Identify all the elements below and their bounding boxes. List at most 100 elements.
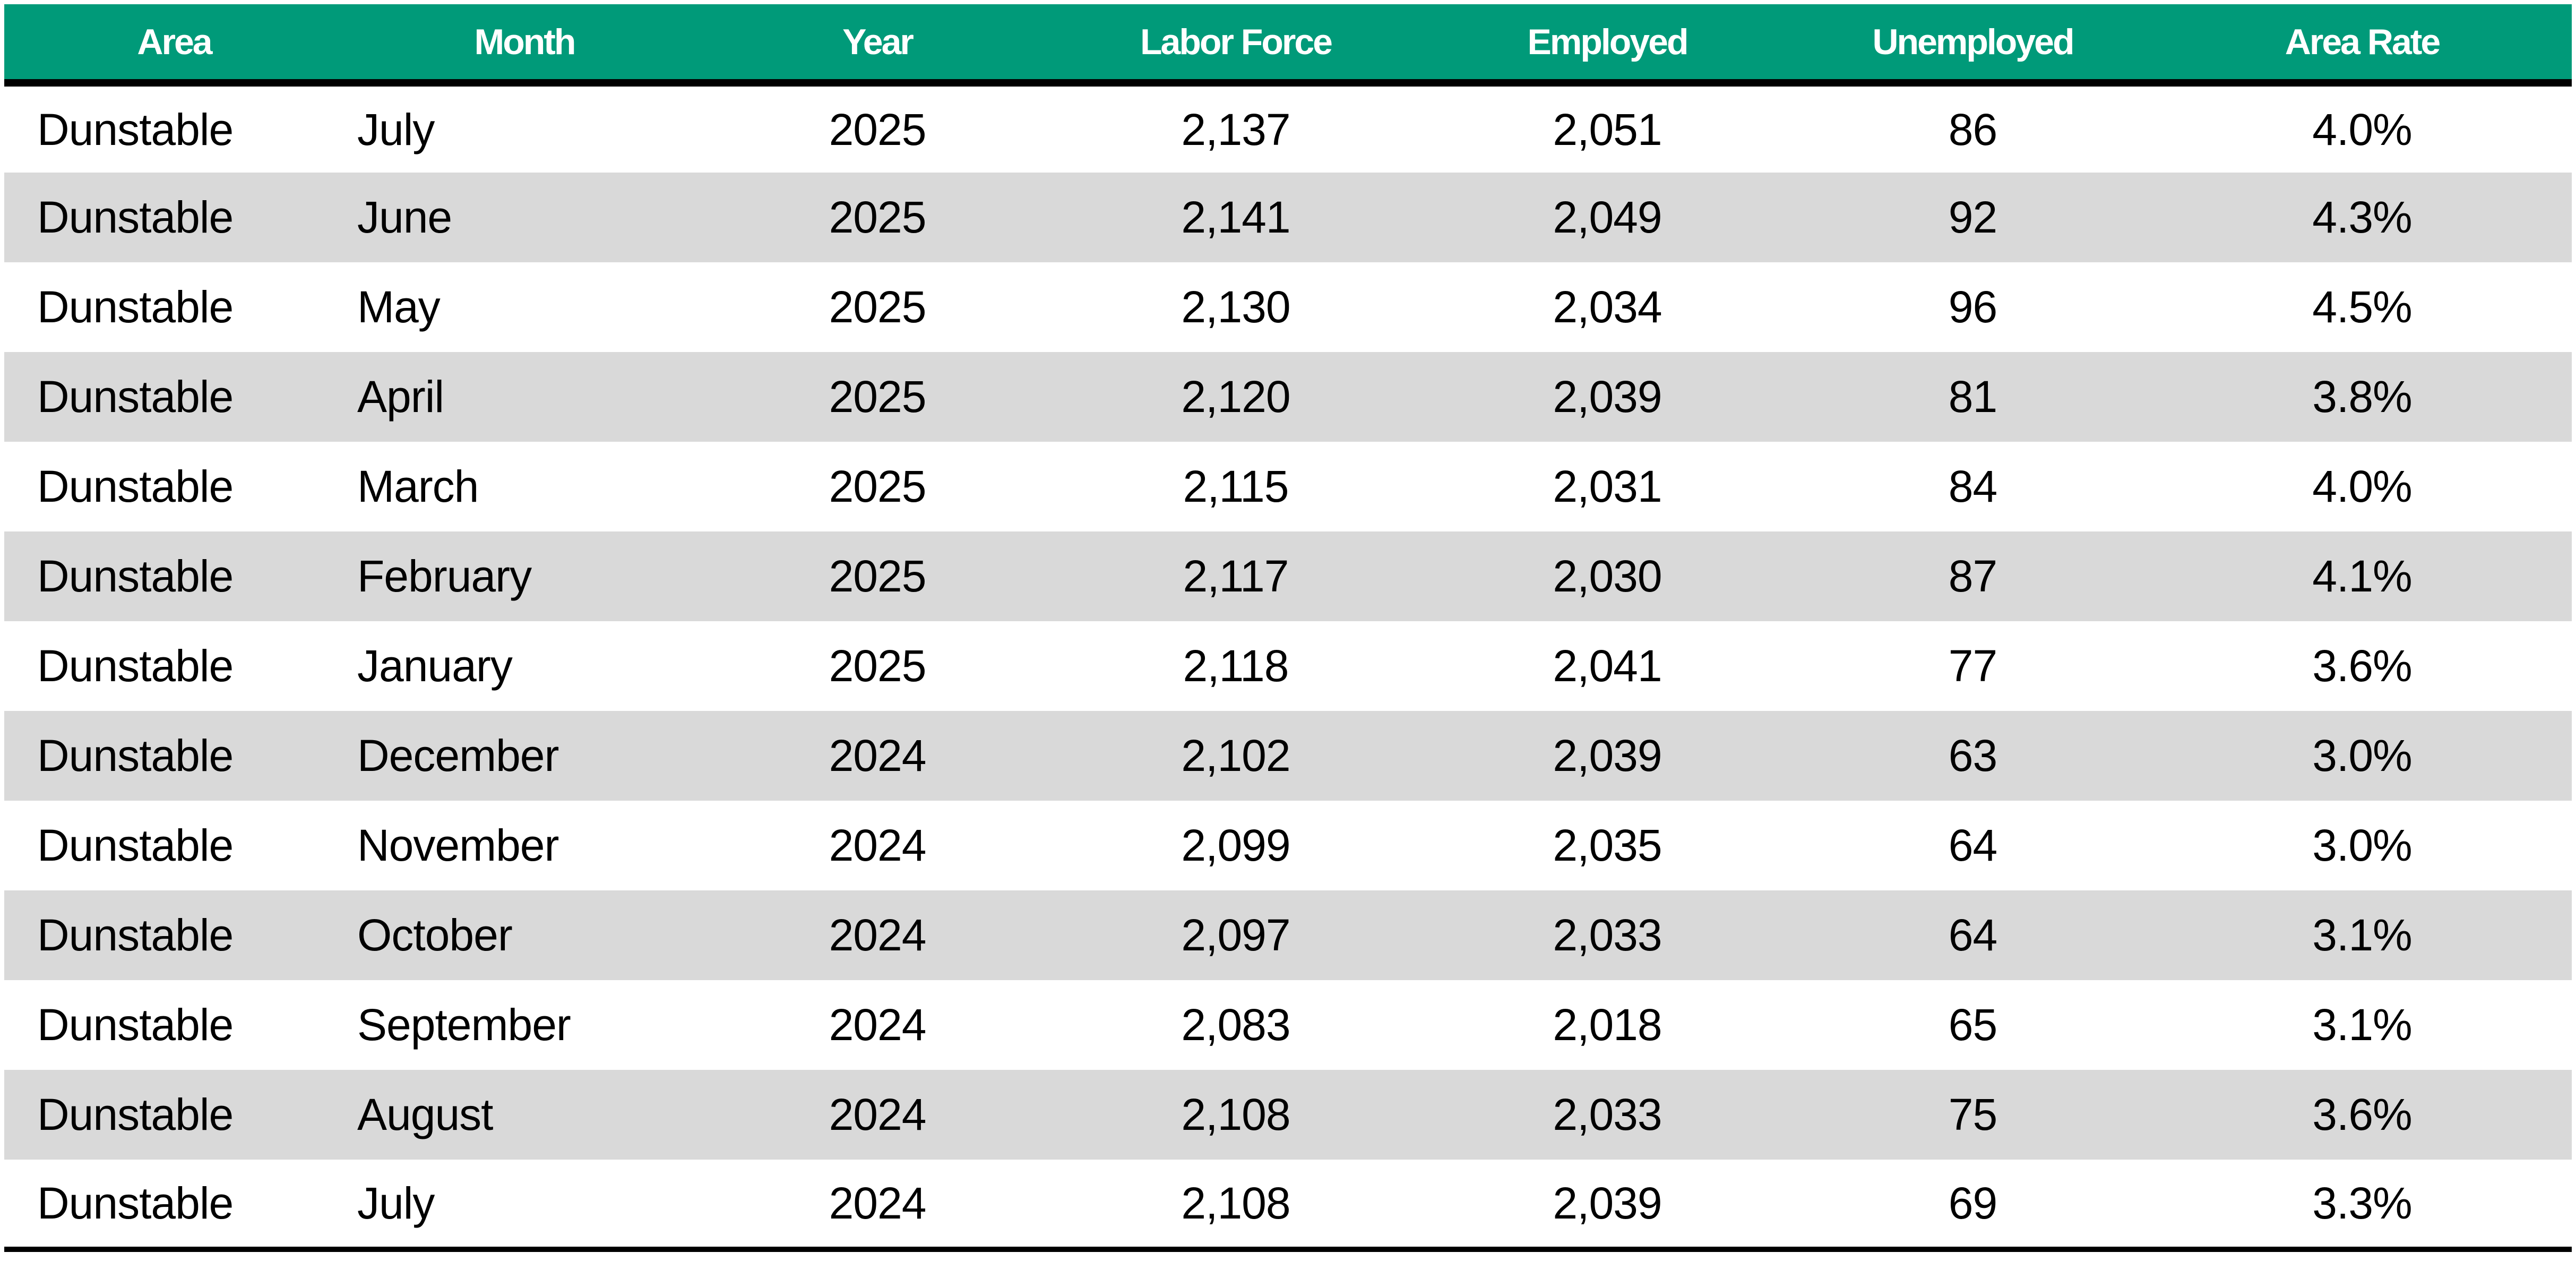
cell-area-rate: 4.0% xyxy=(2312,461,2412,511)
cell-month: December xyxy=(357,731,559,780)
cell-employed: 2,039 xyxy=(1421,1160,1793,1252)
cell-area-rate: 4.1% xyxy=(2312,551,2412,601)
table-row: Dunstable July 2024 2,108 2,039 69 3.3% xyxy=(4,1160,2572,1252)
cell-month: November xyxy=(357,820,559,870)
cell-labor-force: 2,102 xyxy=(1181,731,1290,780)
cell-month: June xyxy=(357,192,452,242)
cell-labor-force: 2,108 xyxy=(1050,1160,1421,1252)
cell-year: 2024 xyxy=(829,820,927,870)
cell-year: 2025 xyxy=(829,372,927,422)
cell-labor-force: 2,117 xyxy=(1183,551,1289,601)
header-employed: Employed xyxy=(1421,4,1793,87)
table-row: Dunstable November 2024 2,099 2,035 64 3… xyxy=(4,801,2572,890)
table-row: Dunstable May 2025 2,130 2,034 96 4.5% xyxy=(4,262,2572,352)
cell-month: May xyxy=(357,282,441,332)
table-row: Dunstable July 2025 2,137 2,051 86 4.0% xyxy=(4,83,2572,173)
cell-labor-force: 2,115 xyxy=(1183,461,1289,511)
cell-month: September xyxy=(357,1000,571,1050)
cell-unemployed: 87 xyxy=(1948,551,1997,601)
cell-year: 2024 xyxy=(705,1160,1050,1252)
cell-area: Dunstable xyxy=(37,1000,234,1050)
cell-labor-force: 2,099 xyxy=(1181,820,1290,870)
cell-area-rate: 4.5% xyxy=(2312,282,2412,332)
cell-labor-force: 2,141 xyxy=(1181,192,1290,242)
cell-area-rate: 3.0% xyxy=(2312,731,2412,780)
header-month: Month xyxy=(344,4,705,87)
cell-year: 2024 xyxy=(829,731,927,780)
cell-employed: 2,049 xyxy=(1553,192,1662,242)
cell-employed: 2,039 xyxy=(1553,731,1662,780)
cell-area: Dunstable xyxy=(37,104,234,155)
cell-unemployed: 65 xyxy=(1948,1000,1997,1050)
header-row: Area Month Year Labor Force Employed Une… xyxy=(4,4,2572,87)
cell-employed: 2,033 xyxy=(1553,1090,1662,1139)
table-row: Dunstable April 2025 2,120 2,039 81 3.8% xyxy=(4,352,2572,442)
cell-area: Dunstable xyxy=(37,1090,234,1139)
cell-month: July xyxy=(344,1160,705,1252)
cell-unemployed: 81 xyxy=(1948,372,1997,422)
cell-labor-force: 2,097 xyxy=(1181,910,1290,960)
header-labor-force: Labor Force xyxy=(1050,4,1421,87)
table-row: Dunstable October 2024 2,097 2,033 64 3.… xyxy=(4,890,2572,980)
cell-month: July xyxy=(357,104,435,155)
header-unemployed: Unemployed xyxy=(1793,4,2152,87)
cell-area-rate: 3.8% xyxy=(2312,372,2412,422)
cell-unemployed: 86 xyxy=(1948,104,1997,155)
cell-employed: 2,033 xyxy=(1553,910,1662,960)
cell-unemployed: 96 xyxy=(1948,282,1997,332)
cell-month: October xyxy=(357,910,513,960)
table-row: Dunstable June 2025 2,141 2,049 92 4.3% xyxy=(4,173,2572,262)
cell-month: January xyxy=(357,641,513,691)
cell-area: Dunstable xyxy=(37,910,234,960)
table-row: Dunstable February 2025 2,117 2,030 87 4… xyxy=(4,531,2572,621)
cell-labor-force: 2,108 xyxy=(1181,1090,1290,1139)
cell-month: April xyxy=(357,372,444,422)
cell-year: 2025 xyxy=(829,641,927,691)
cell-year: 2025 xyxy=(829,104,927,155)
cell-unemployed: 63 xyxy=(1948,731,1997,780)
cell-employed: 2,041 xyxy=(1553,641,1662,691)
cell-area-rate: 3.0% xyxy=(2312,820,2412,870)
cell-area-rate: 3.1% xyxy=(2312,910,2412,960)
cell-labor-force: 2,118 xyxy=(1183,641,1289,691)
cell-employed: 2,018 xyxy=(1553,1000,1662,1050)
cell-year: 2025 xyxy=(829,192,927,242)
cell-labor-force: 2,137 xyxy=(1181,104,1290,155)
cell-area: Dunstable xyxy=(37,282,234,332)
table-row: Dunstable January 2025 2,118 2,041 77 3.… xyxy=(4,621,2572,711)
cell-unemployed: 77 xyxy=(1948,641,1997,691)
cell-unemployed: 64 xyxy=(1948,910,1997,960)
labor-statistics-table-container: Area Month Year Labor Force Employed Une… xyxy=(4,4,2572,1252)
cell-area-rate: 3.6% xyxy=(2312,641,2412,691)
table-row: Dunstable September 2024 2,083 2,018 65 … xyxy=(4,980,2572,1070)
cell-area: Dunstable xyxy=(37,820,234,870)
header-year: Year xyxy=(705,4,1050,87)
cell-employed: 2,034 xyxy=(1553,282,1662,332)
labor-statistics-table: Area Month Year Labor Force Employed Une… xyxy=(4,4,2572,1252)
cell-month: August xyxy=(357,1090,494,1139)
cell-labor-force: 2,130 xyxy=(1181,282,1290,332)
cell-unemployed: 75 xyxy=(1948,1090,1997,1139)
cell-area-rate: 3.6% xyxy=(2312,1090,2412,1139)
cell-unemployed: 92 xyxy=(1948,192,1997,242)
table-body: Dunstable July 2025 2,137 2,051 86 4.0% … xyxy=(4,83,2572,1252)
cell-labor-force: 2,120 xyxy=(1181,372,1290,422)
header-area: Area xyxy=(4,4,344,87)
table-row: Dunstable December 2024 2,102 2,039 63 3… xyxy=(4,711,2572,801)
cell-area: Dunstable xyxy=(37,192,234,242)
cell-year: 2024 xyxy=(829,1000,927,1050)
cell-month: March xyxy=(357,461,479,511)
cell-employed: 2,030 xyxy=(1553,551,1662,601)
cell-area-rate: 3.3% xyxy=(2152,1160,2572,1252)
cell-area: Dunstable xyxy=(37,372,234,422)
cell-employed: 2,039 xyxy=(1553,372,1662,422)
cell-unemployed: 69 xyxy=(1793,1160,2152,1252)
cell-year: 2025 xyxy=(829,282,927,332)
cell-area: Dunstable xyxy=(37,551,234,601)
table-row: Dunstable March 2025 2,115 2,031 84 4.0% xyxy=(4,442,2572,531)
cell-unemployed: 84 xyxy=(1948,461,1997,511)
cell-area-rate: 4.0% xyxy=(2312,104,2412,155)
table-header: Area Month Year Labor Force Employed Une… xyxy=(4,4,2572,87)
cell-area: Dunstable xyxy=(4,1160,344,1252)
cell-employed: 2,035 xyxy=(1553,820,1662,870)
